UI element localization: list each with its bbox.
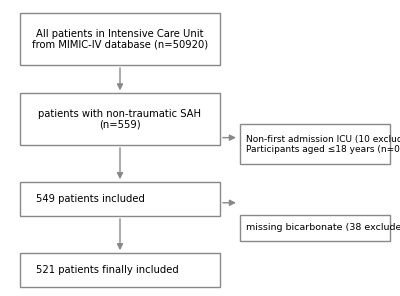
FancyBboxPatch shape	[20, 182, 220, 216]
Text: missing bicarbonate (38 excluded): missing bicarbonate (38 excluded)	[246, 223, 400, 232]
Text: 521 patients finally included: 521 patients finally included	[36, 265, 179, 275]
Text: (n=559): (n=559)	[99, 120, 141, 130]
Text: from MIMIC-IV database (n=50920): from MIMIC-IV database (n=50920)	[32, 40, 208, 50]
FancyBboxPatch shape	[240, 215, 390, 241]
Text: patients with non-traumatic SAH: patients with non-traumatic SAH	[38, 109, 202, 118]
FancyBboxPatch shape	[20, 93, 220, 145]
FancyBboxPatch shape	[240, 124, 390, 164]
Text: 549 patients included: 549 patients included	[36, 194, 145, 204]
Text: Participants aged ≤18 years (n=0): Participants aged ≤18 years (n=0)	[246, 145, 400, 154]
Text: Non-first admission ICU (10 excluded): Non-first admission ICU (10 excluded)	[246, 135, 400, 144]
FancyBboxPatch shape	[20, 13, 220, 65]
Text: All patients in Intensive Care Unit: All patients in Intensive Care Unit	[36, 29, 204, 38]
FancyBboxPatch shape	[20, 253, 220, 287]
